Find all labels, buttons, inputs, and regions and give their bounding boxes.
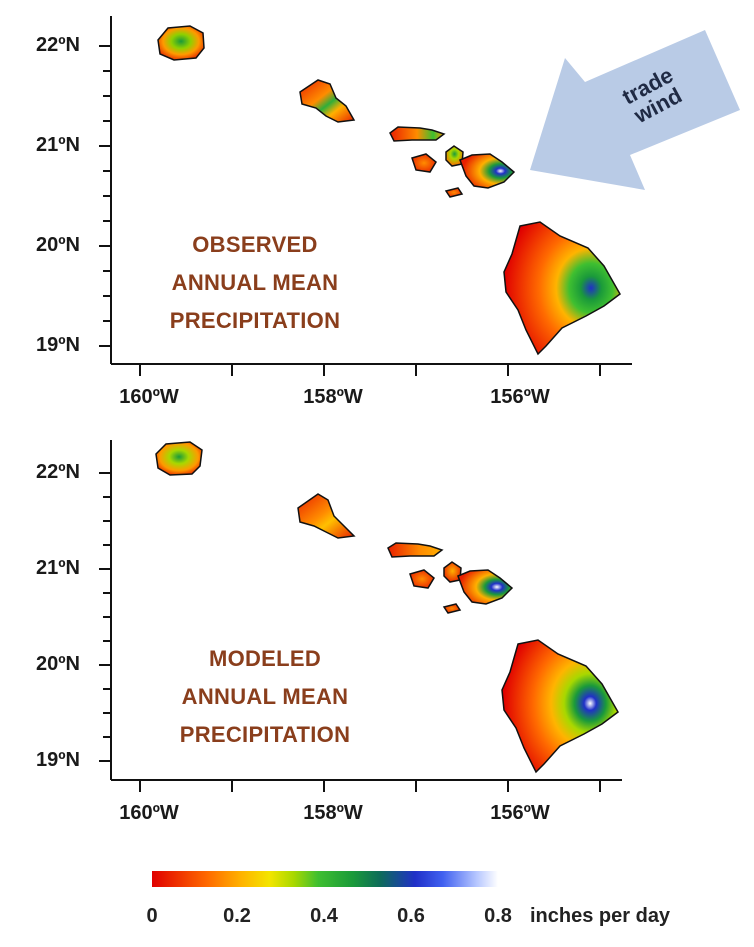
x-ticks (139, 364, 601, 376)
x-tick-label: 160ºW (119, 386, 179, 408)
x-tick-label: 156ºW (490, 386, 550, 408)
x-tick-label: 158ºW (303, 802, 363, 824)
panel-title: OBSERVED ANNUAL MEAN PRECIPITATION (169, 232, 341, 333)
island-maui (459, 153, 516, 189)
y-tick-label: 19ºN (36, 334, 80, 356)
y-tick-label: 20ºN (36, 234, 80, 256)
island-kahoolawe (442, 603, 462, 614)
trade-wind-arrow (530, 30, 740, 190)
legend-units: inches per day (530, 905, 671, 927)
island-molokai (389, 126, 446, 142)
y-ticks (99, 45, 111, 347)
island-oahu (299, 79, 356, 123)
island-lanai (411, 153, 437, 173)
precip-colorbar (152, 871, 498, 887)
legend-tick-label: 0.8 (484, 905, 512, 927)
island-kahoolawe (444, 187, 464, 198)
observed-map-svg (99, 16, 740, 376)
x-tick-label: 156ºW (490, 802, 550, 824)
island-molokai (387, 542, 444, 558)
legend-tick-label: 0 (146, 905, 158, 927)
legend-tick-label: 0.2 (223, 905, 251, 927)
x-tick-label: 160ºW (119, 802, 179, 824)
island-maui (457, 569, 514, 605)
y-tick-label: 19ºN (36, 749, 80, 771)
y-tick-label: 21ºN (36, 134, 80, 156)
x-tick-label: 158ºW (303, 386, 363, 408)
panel-title: MODELED ANNUAL MEAN PRECIPITATION (179, 646, 351, 747)
island-hawaii (501, 639, 619, 774)
legend-tick-label: 0.4 (310, 905, 338, 927)
legend-tick-label: 0.6 (397, 905, 425, 927)
y-tick-label: 22ºN (36, 34, 80, 56)
island-lanai (409, 569, 435, 589)
island-kauai (155, 441, 203, 476)
y-ticks (99, 472, 111, 762)
y-tick-label: 22ºN (36, 461, 80, 483)
island-kauai (157, 25, 205, 61)
modeled-map-svg (99, 440, 622, 792)
island-oahu (297, 493, 356, 539)
x-ticks (139, 780, 601, 792)
y-tick-label: 20ºN (36, 653, 80, 675)
island-hawaii (503, 221, 621, 356)
y-tick-label: 21ºN (36, 557, 80, 579)
observed-precip-map: 22ºN 21ºN 20ºN 19ºN 160ºW 158ºW 156ºW OB… (0, 0, 754, 420)
modeled-precip-map: 22ºN 21ºN 20ºN 19ºN 160ºW 158ºW 156ºW MO… (0, 432, 754, 862)
